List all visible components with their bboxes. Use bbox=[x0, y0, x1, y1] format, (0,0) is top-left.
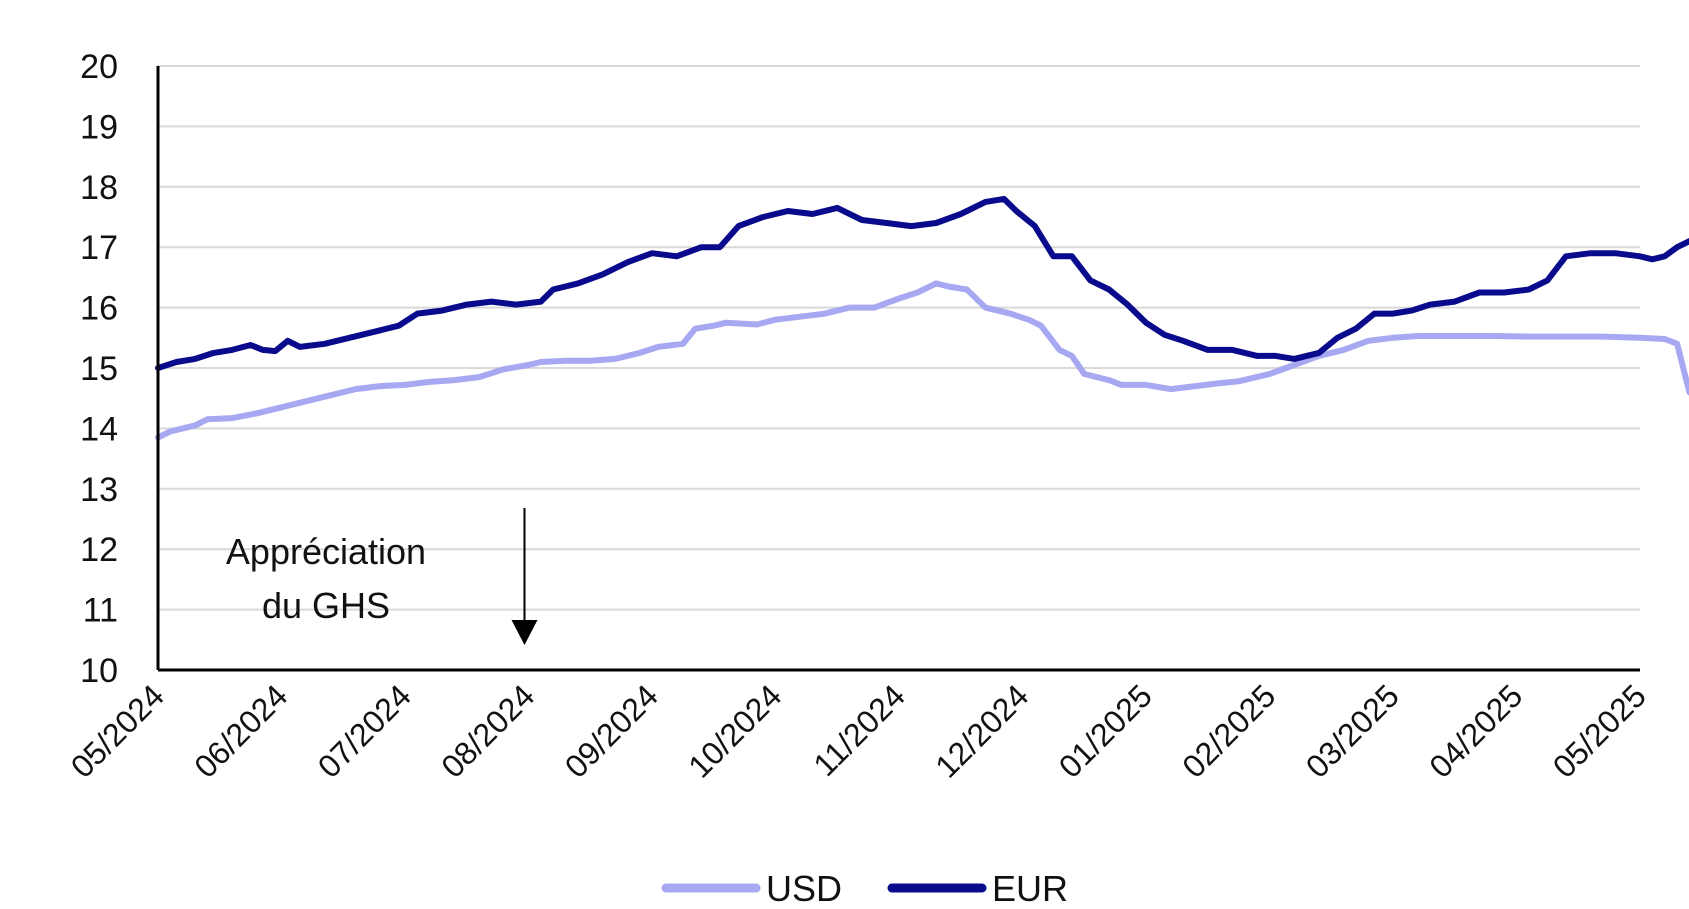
y-tick-label: 11 bbox=[83, 592, 118, 630]
annotation-text-line1: Appréciation bbox=[226, 531, 426, 572]
x-axis-tick-labels: 05/2024 06/2024 07/2024 08/2024 09/2024 10/20… bbox=[64, 677, 1653, 784]
y-tick-label: 16 bbox=[80, 290, 118, 328]
annotation: Appréciation du GHS bbox=[226, 508, 538, 645]
x-tick-label: 08/2024 bbox=[434, 677, 541, 784]
y-tick-label: 19 bbox=[80, 108, 118, 146]
legend: USD EUR bbox=[661, 868, 1068, 909]
x-tick-label: 05/2025 bbox=[1546, 677, 1653, 784]
y-tick-label: 14 bbox=[80, 410, 118, 448]
x-tick-label: 03/2025 bbox=[1299, 677, 1406, 784]
legend-label-usd: USD bbox=[766, 868, 842, 909]
x-tick-label: 11/2024 bbox=[806, 677, 912, 783]
grid-lines bbox=[158, 65, 1640, 611]
x-tick-label: 02/2025 bbox=[1175, 677, 1282, 784]
x-tick-label: 05/2024 bbox=[64, 677, 171, 784]
y-tick-label: 13 bbox=[80, 471, 118, 509]
y-tick-label: 17 bbox=[80, 229, 118, 267]
legend-label-eur: EUR bbox=[992, 868, 1068, 909]
x-tick-label: 10/2024 bbox=[681, 677, 788, 784]
series-line-usd bbox=[155, 280, 1689, 441]
annotation-text-line2: du GHS bbox=[262, 585, 390, 626]
x-tick-label: 06/2024 bbox=[187, 677, 294, 784]
y-tick-label: 12 bbox=[80, 531, 118, 569]
y-tick-label: 15 bbox=[80, 350, 118, 388]
y-tick-label: 18 bbox=[80, 169, 118, 207]
x-tick-label: 01/2025 bbox=[1052, 677, 1159, 784]
annotation-arrow-head bbox=[511, 620, 538, 645]
x-tick-label: 04/2025 bbox=[1422, 677, 1529, 784]
y-tick-label: 20 bbox=[80, 48, 118, 86]
y-tick-label: 10 bbox=[80, 652, 118, 690]
series-line-eur bbox=[155, 195, 1689, 371]
x-tick-label: 12/2024 bbox=[928, 677, 1035, 784]
x-tick-label: 09/2024 bbox=[558, 677, 665, 784]
series-lines bbox=[155, 195, 1689, 441]
y-axis-tick-labels: 10 11 12 13 14 15 16 17 18 19 20 bbox=[80, 48, 118, 690]
x-tick-label: 07/2024 bbox=[311, 677, 418, 784]
